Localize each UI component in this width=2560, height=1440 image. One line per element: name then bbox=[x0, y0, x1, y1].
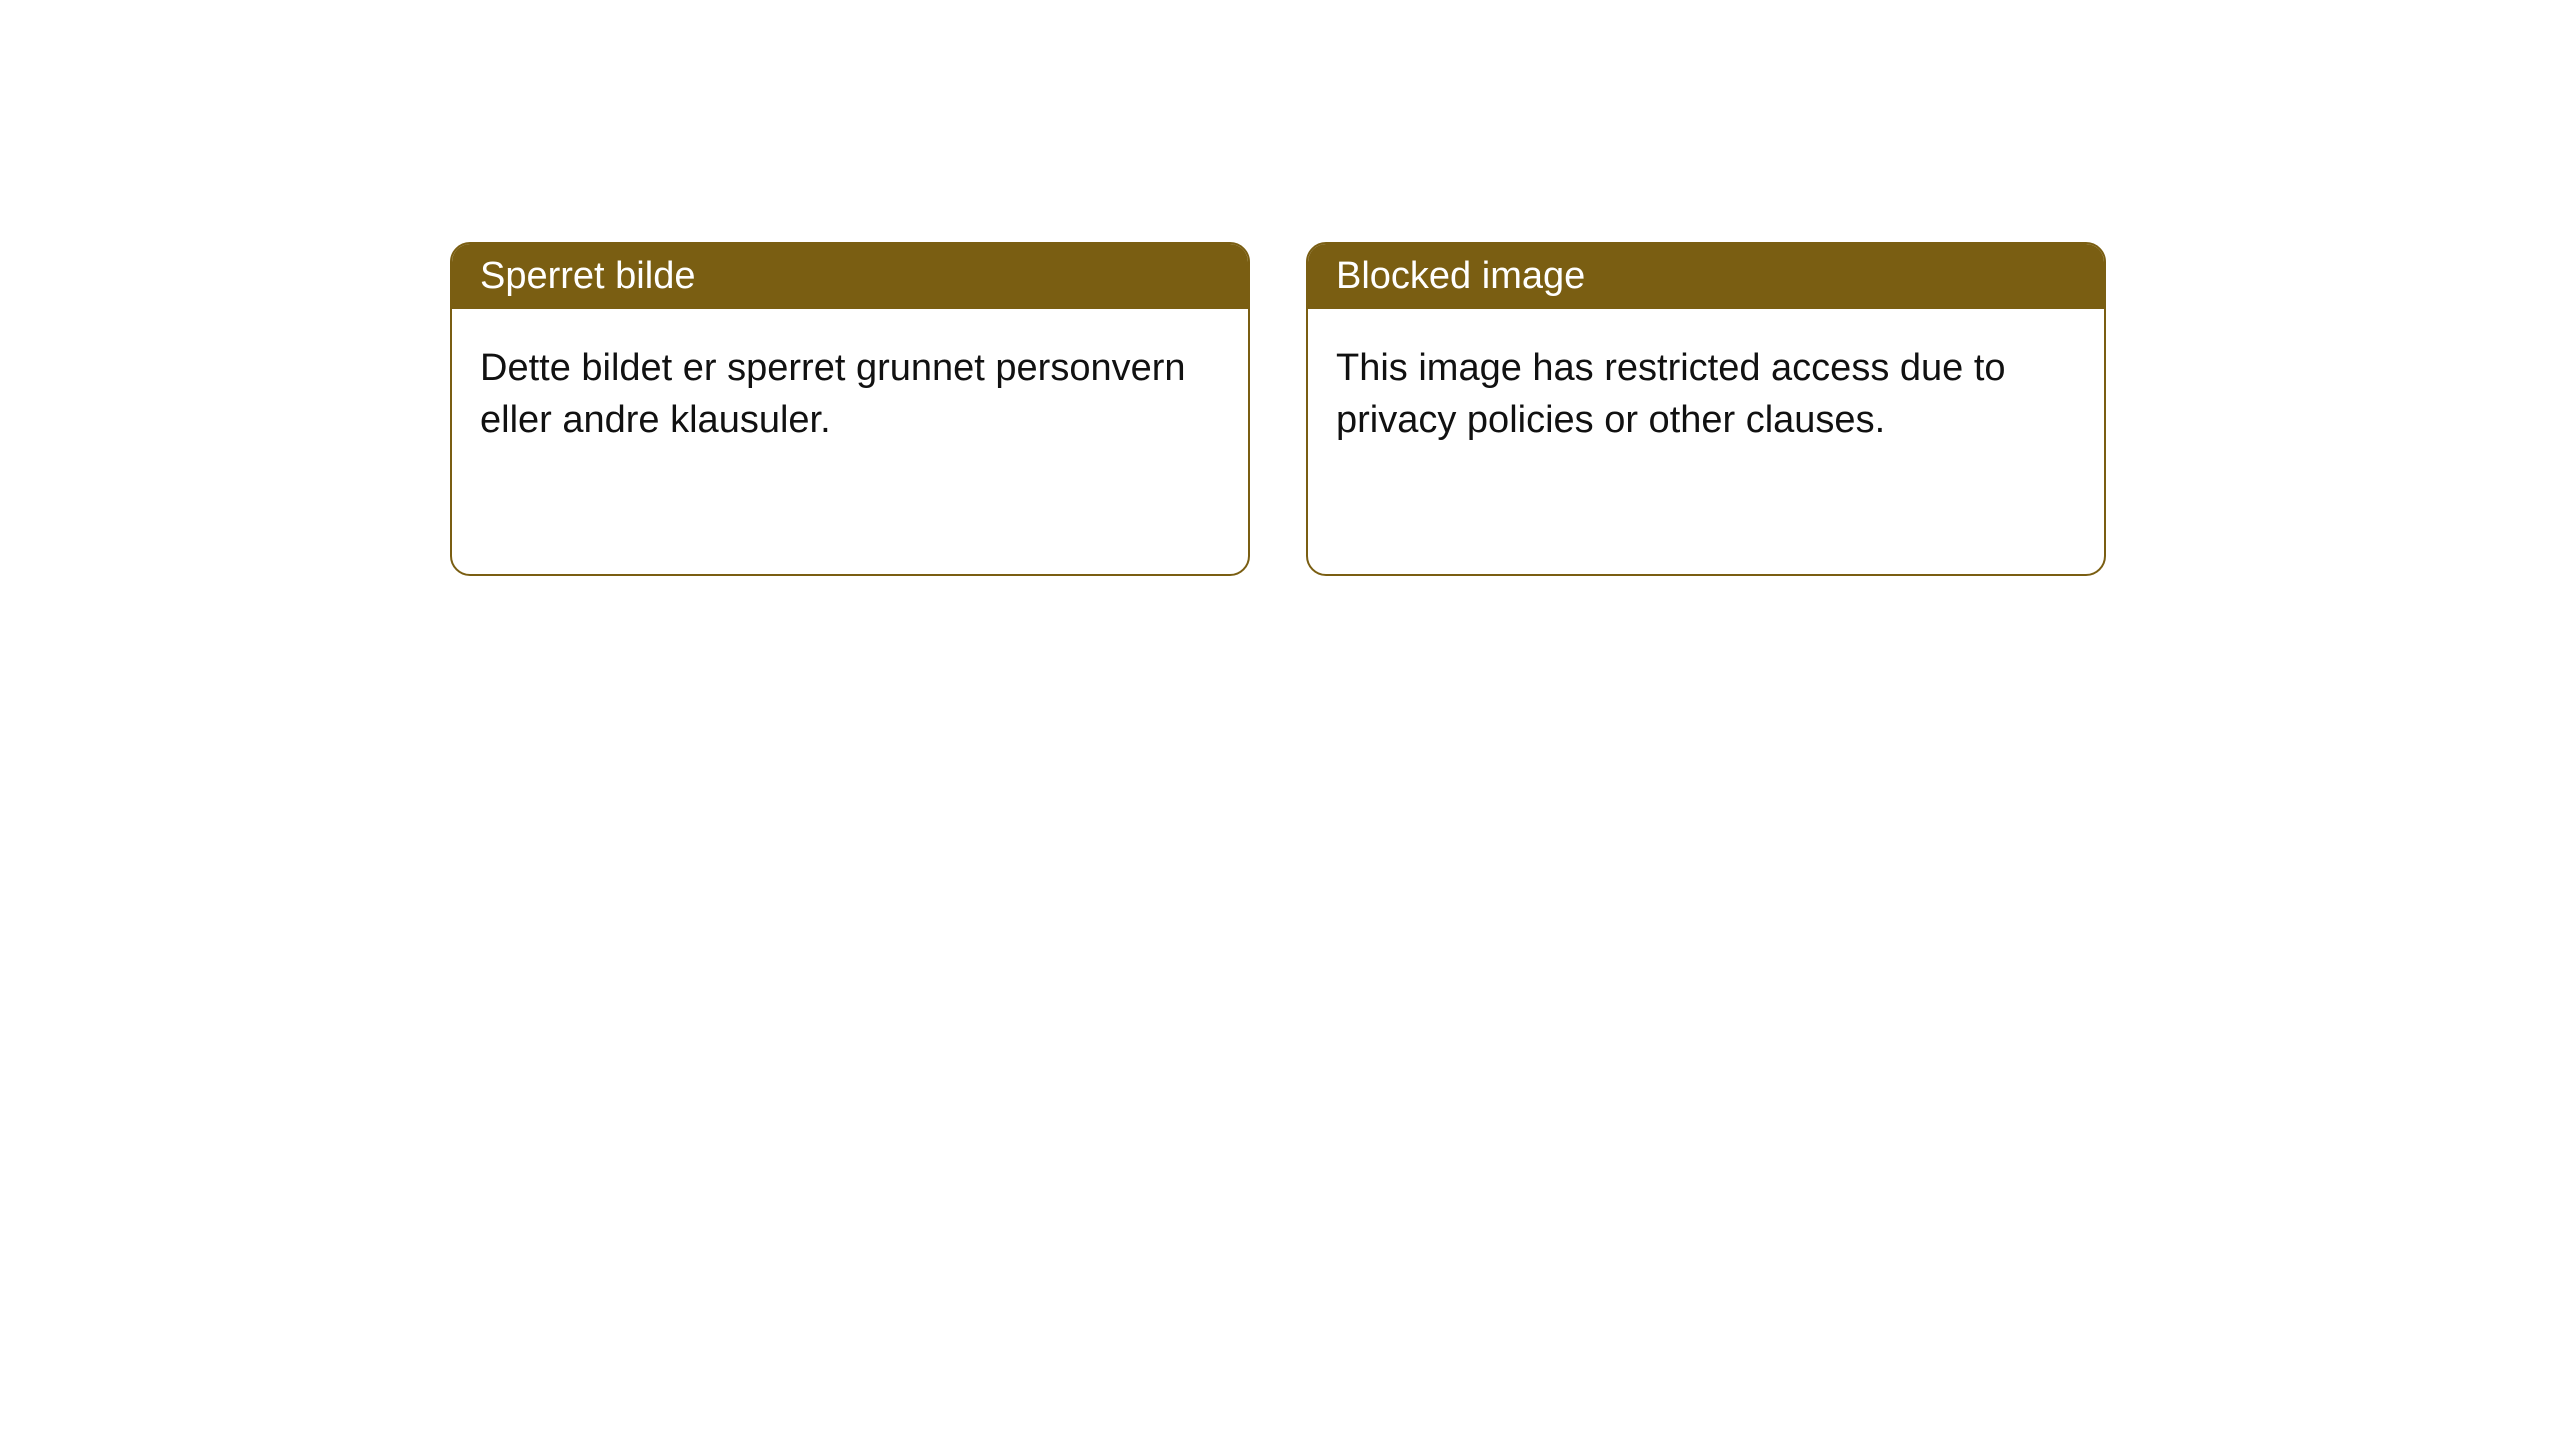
card-header-norwegian: Sperret bilde bbox=[452, 244, 1248, 309]
card-header-english: Blocked image bbox=[1308, 244, 2104, 309]
card-body-english: This image has restricted access due to … bbox=[1308, 309, 2104, 480]
notice-cards-container: Sperret bilde Dette bildet er sperret gr… bbox=[450, 242, 2106, 576]
card-body-norwegian: Dette bildet er sperret grunnet personve… bbox=[452, 309, 1248, 480]
notice-card-norwegian: Sperret bilde Dette bildet er sperret gr… bbox=[450, 242, 1250, 576]
notice-card-english: Blocked image This image has restricted … bbox=[1306, 242, 2106, 576]
